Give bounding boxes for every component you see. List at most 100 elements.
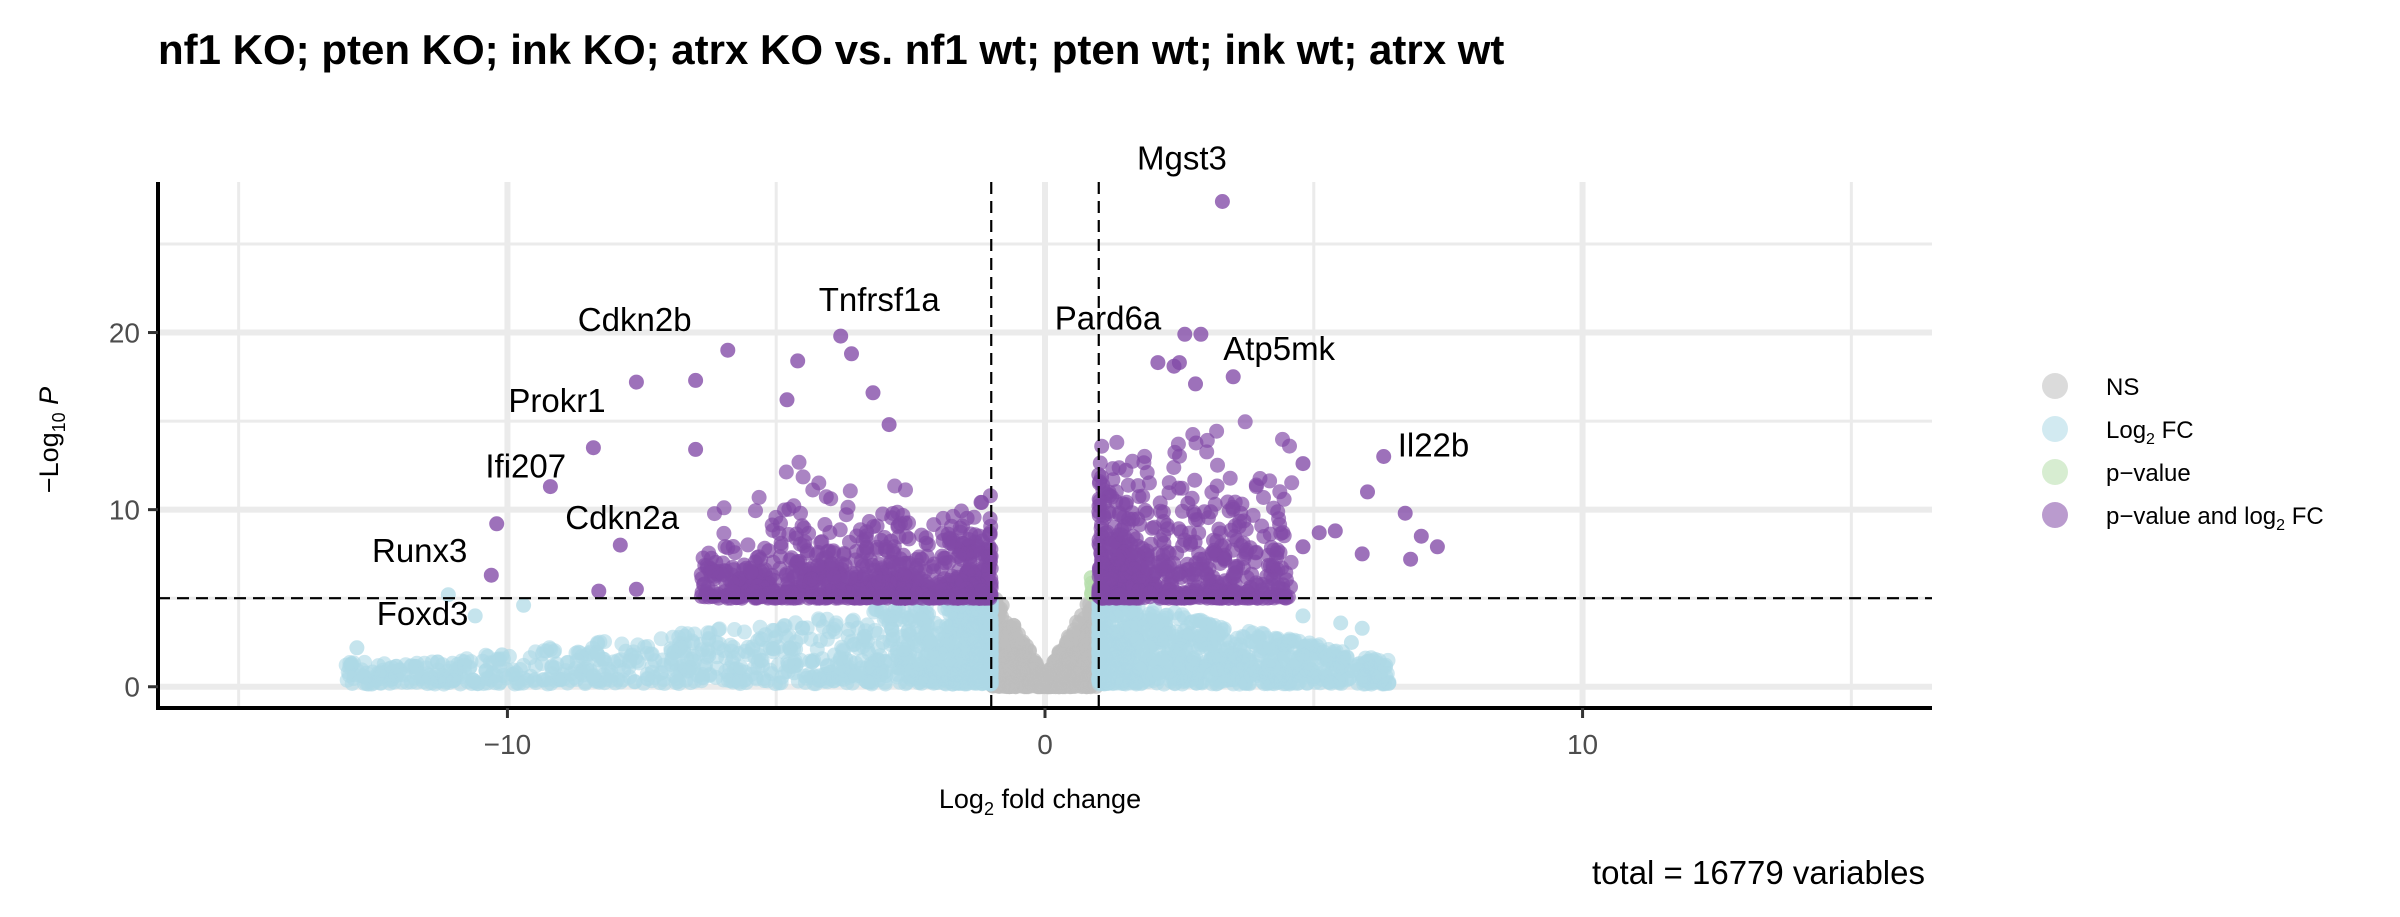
- data-point: [896, 645, 912, 661]
- data-point: [1225, 369, 1241, 385]
- data-point: [1320, 652, 1336, 668]
- x-tick-label: 0: [1037, 729, 1053, 760]
- data-point: [1247, 637, 1263, 653]
- data-point: [948, 588, 964, 604]
- data-point: [1263, 639, 1279, 655]
- data-point: [942, 606, 958, 622]
- data-point: [1366, 653, 1382, 669]
- data-point: [1232, 513, 1248, 529]
- data-point: [977, 589, 993, 605]
- data-point: [1177, 326, 1193, 342]
- data-point: [1110, 552, 1126, 567]
- data-point: [629, 653, 645, 669]
- data-point: [926, 517, 942, 533]
- data-point: [693, 588, 709, 604]
- data-point: [595, 651, 611, 667]
- data-point: [1262, 473, 1278, 489]
- data-point: [778, 464, 794, 480]
- data-point: [478, 663, 494, 679]
- data-point: [1199, 432, 1215, 448]
- data-point: [487, 675, 503, 691]
- data-point: [544, 658, 560, 674]
- data-point: [373, 665, 389, 681]
- x-tick-label: 10: [1567, 729, 1598, 760]
- data-point: [1242, 540, 1258, 556]
- data-point: [823, 491, 839, 507]
- data-point: [465, 672, 481, 688]
- data-point: [1262, 526, 1278, 542]
- data-point: [936, 550, 952, 566]
- data-point: [1380, 652, 1396, 668]
- data-point: [690, 667, 706, 683]
- data-point: [812, 589, 828, 605]
- plot-panel: Mgst3 Cdkn2b Tnfrsf1a Pard6a Atp5mk Prokr1 Ifi…: [158, 139, 1932, 708]
- data-point: [630, 637, 646, 653]
- data-point: [1227, 648, 1243, 664]
- data-point: [965, 589, 981, 605]
- data-point: [1403, 551, 1419, 567]
- data-point: [947, 666, 963, 682]
- data-point: [856, 585, 872, 601]
- data-point: [667, 644, 683, 660]
- data-point: [733, 659, 749, 675]
- gene-label: Runx3: [372, 532, 467, 569]
- data-point: [757, 562, 773, 578]
- data-point: [1158, 654, 1174, 670]
- data-point: [1209, 661, 1225, 677]
- gene-label: Tnfrsf1a: [819, 281, 941, 318]
- data-point: [712, 621, 727, 637]
- data-point: [757, 627, 773, 643]
- data-point: [1209, 423, 1225, 439]
- data-point: [973, 642, 988, 658]
- data-point: [516, 597, 532, 613]
- legend-label: Log2 FC: [2106, 417, 2194, 448]
- data-point: [732, 670, 748, 686]
- y-tick-label: 20: [109, 318, 140, 349]
- data-point: [1141, 623, 1157, 639]
- data-point: [913, 611, 929, 627]
- data-point: [776, 644, 792, 660]
- data-point: [795, 469, 811, 485]
- data-point: [1200, 510, 1216, 526]
- data-point: [1270, 580, 1286, 596]
- gene-label: Cdkn2b: [578, 301, 692, 338]
- data-point: [716, 525, 732, 541]
- data-point: [1056, 663, 1072, 679]
- data-point: [754, 652, 770, 668]
- data-point: [871, 556, 887, 572]
- data-point: [1207, 496, 1223, 512]
- data-point: [751, 489, 767, 505]
- data-point: [703, 550, 719, 566]
- data-point: [1413, 528, 1429, 544]
- data-point: [1429, 539, 1445, 555]
- data-point: [815, 619, 831, 635]
- data-point: [791, 454, 807, 470]
- data-point: [1150, 355, 1166, 371]
- y-axis-title: −Log10 P: [34, 387, 69, 493]
- data-point: [542, 479, 558, 495]
- data-point: [688, 372, 704, 388]
- data-point: [1138, 647, 1153, 663]
- data-point: [1156, 527, 1172, 543]
- legend-swatch: [2042, 416, 2068, 442]
- gene-label: Pard6a: [1055, 299, 1162, 336]
- data-point: [1299, 662, 1315, 678]
- data-point: [1127, 674, 1143, 690]
- data-point: [952, 520, 968, 536]
- data-point: [762, 662, 778, 678]
- data-point: [927, 674, 943, 690]
- data-point: [1397, 505, 1413, 521]
- data-point: [920, 631, 936, 647]
- data-point: [1187, 472, 1203, 488]
- data-point: [665, 629, 681, 645]
- data-point: [446, 672, 462, 688]
- data-point: [1116, 637, 1132, 653]
- data-point: [1193, 612, 1209, 628]
- data-point: [1137, 502, 1153, 518]
- data-point: [1042, 663, 1058, 679]
- data-point: [736, 624, 752, 640]
- data-point: [875, 506, 891, 522]
- data-point: [788, 530, 804, 546]
- threshold-lines: [158, 182, 1932, 708]
